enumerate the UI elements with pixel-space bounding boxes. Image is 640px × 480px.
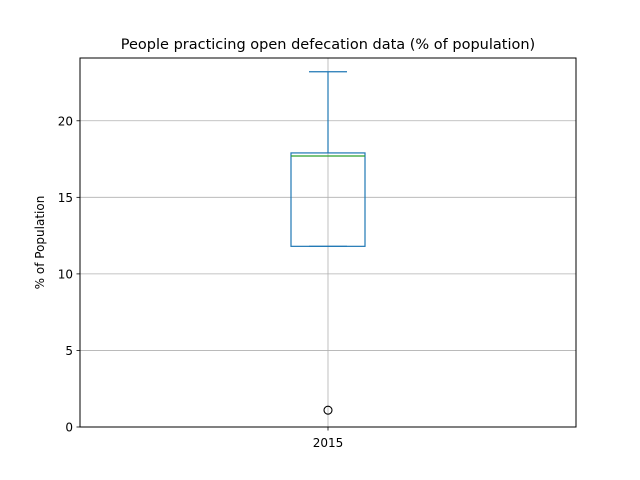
y-tick-label: 15 [58, 191, 73, 205]
y-tick-label: 20 [58, 114, 73, 128]
y-tick-label: 5 [65, 344, 73, 358]
outlier-point [323, 405, 333, 415]
y-tick-label: 0 [65, 421, 73, 435]
x-tick-label: 2015 [313, 436, 344, 450]
chart-title: People practicing open defecation data (… [121, 37, 535, 53]
box-plot-series [290, 71, 366, 415]
x-axis-ticks: 2015 [313, 427, 344, 450]
y-tick-label: 10 [58, 267, 73, 281]
y-axis-label: % of Population [33, 196, 47, 290]
y-axis-ticks: 0 5 10 15 20 [58, 114, 80, 435]
